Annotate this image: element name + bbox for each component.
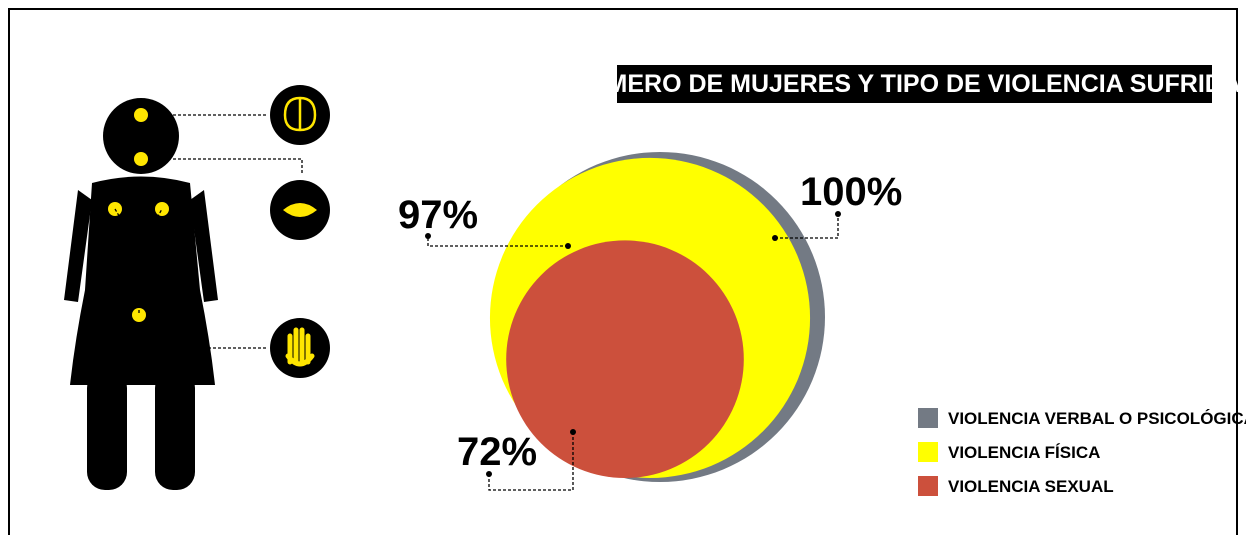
leader-dot (570, 429, 576, 435)
value-label: 72% (457, 430, 537, 474)
legend-label: VIOLENCIA VERBAL O PSICOLÓGICA (948, 409, 1246, 428)
legend-label: VIOLENCIA FÍSICA (948, 443, 1100, 462)
leader-dot (565, 243, 571, 249)
legend-label: VIOLENCIA SEXUAL (948, 477, 1114, 496)
value-label: 100% (800, 170, 902, 214)
legend-swatch (918, 408, 938, 428)
legend-swatch (918, 476, 938, 496)
circle (506, 240, 744, 478)
circle-group (490, 152, 825, 482)
woman-figure (64, 85, 330, 490)
value-label: 97% (398, 193, 478, 237)
infographic: NÚMERO DE MUJERES Y TIPO DE VIOLENCIA SU… (0, 0, 1246, 535)
leader-dot (772, 235, 778, 241)
legend-swatch (918, 442, 938, 462)
chart-title: NÚMERO DE MUJERES Y TIPO DE VIOLENCIA SU… (570, 68, 1246, 98)
